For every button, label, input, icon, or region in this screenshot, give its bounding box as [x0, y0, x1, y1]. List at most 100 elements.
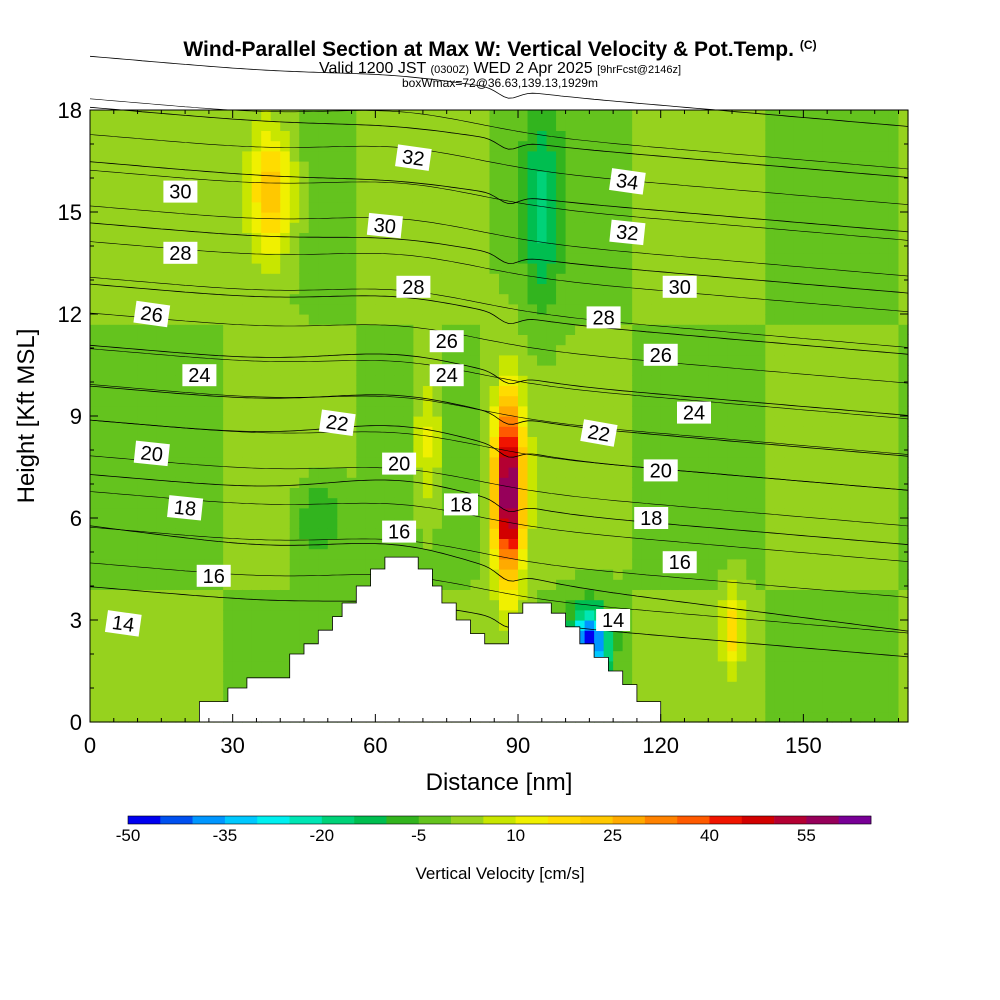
velocity-cell	[727, 120, 738, 131]
velocity-cell	[850, 497, 862, 509]
velocity-cell	[337, 232, 348, 244]
velocity-cell	[232, 181, 243, 193]
velocity-cell	[270, 334, 281, 346]
velocity-cell	[822, 660, 833, 672]
velocity-cell	[213, 303, 224, 315]
velocity-cell	[765, 354, 776, 366]
velocity-cell	[251, 436, 262, 448]
velocity-cell	[556, 405, 567, 417]
velocity-cell	[727, 691, 738, 703]
velocity-cell	[850, 548, 862, 560]
velocity-cell	[736, 701, 747, 713]
velocity-cell	[508, 293, 519, 305]
velocity-cell	[166, 171, 177, 182]
velocity-cell	[289, 293, 300, 305]
velocity-cell	[527, 518, 538, 529]
velocity-cell	[375, 283, 386, 295]
velocity-cell	[537, 201, 548, 213]
velocity-cell	[280, 538, 291, 550]
velocity-cell	[422, 375, 434, 386]
velocity-cell	[194, 599, 205, 611]
velocity-cell	[850, 191, 862, 203]
velocity-cell	[784, 456, 795, 468]
velocity-cell	[441, 589, 453, 601]
valid-time: Valid 1200 JST	[318, 60, 427, 77]
velocity-cell	[717, 681, 728, 692]
velocity-cell	[717, 518, 728, 529]
velocity-cell	[470, 273, 481, 284]
velocity-cell	[679, 579, 690, 590]
velocity-cell	[622, 528, 633, 539]
velocity-cell	[337, 436, 348, 448]
velocity-cell	[508, 242, 519, 254]
velocity-cell	[831, 130, 843, 142]
velocity-cell	[803, 161, 814, 172]
velocity-cell	[327, 497, 338, 509]
velocity-cell	[441, 314, 453, 325]
velocity-cell	[270, 303, 281, 315]
valid-date: WED 2 Apr 2025	[473, 60, 593, 77]
velocity-cell	[413, 528, 424, 539]
velocity-cell	[242, 324, 253, 335]
velocity-cell	[128, 650, 139, 662]
velocity-cell	[613, 650, 624, 662]
velocity-cell	[308, 467, 319, 478]
velocity-cell	[194, 395, 205, 407]
velocity-cell	[603, 538, 614, 550]
velocity-cell	[660, 293, 671, 305]
velocity-cell	[166, 630, 177, 641]
velocity-cell	[499, 212, 510, 223]
velocity-cell	[251, 538, 262, 550]
velocity-cell	[365, 548, 376, 560]
velocity-cell	[242, 120, 253, 131]
velocity-cell	[156, 120, 167, 131]
velocity-cell	[156, 405, 167, 417]
velocity-cell	[261, 293, 272, 305]
velocity-cell	[679, 640, 690, 652]
velocity-cell	[784, 140, 795, 152]
velocity-cell	[746, 354, 757, 366]
velocity-cell	[156, 671, 167, 682]
velocity-cell	[308, 242, 319, 254]
velocity-cell	[90, 456, 101, 468]
velocity-cell	[613, 660, 624, 672]
velocity-cell	[860, 222, 871, 233]
velocity-cell	[850, 334, 862, 346]
velocity-cell	[441, 252, 453, 264]
velocity-cell	[622, 120, 633, 131]
velocity-cell	[223, 303, 234, 315]
velocity-cell	[708, 242, 719, 254]
velocity-cell	[575, 558, 586, 570]
velocity-cell	[251, 110, 262, 121]
velocity-cell	[831, 140, 843, 152]
velocity-cell	[575, 161, 586, 172]
velocity-cell	[774, 416, 785, 427]
velocity-cell	[708, 497, 719, 509]
velocity-cell	[850, 589, 862, 601]
velocity-cell	[441, 467, 453, 478]
velocity-cell	[137, 324, 148, 335]
velocity-cell	[622, 640, 633, 652]
velocity-cell	[375, 354, 386, 366]
velocity-cell	[622, 110, 633, 121]
velocity-cell	[736, 385, 747, 397]
velocity-cell	[479, 140, 491, 152]
velocity-cell	[565, 416, 576, 427]
velocity-cell	[784, 161, 795, 172]
velocity-cell	[841, 365, 852, 376]
velocity-cell	[575, 140, 586, 152]
velocity-cell	[841, 273, 852, 284]
velocity-cell	[432, 110, 443, 121]
velocity-cell	[394, 201, 405, 213]
velocity-cell	[774, 293, 785, 305]
velocity-cell	[413, 487, 424, 499]
velocity-cell	[565, 201, 576, 213]
velocity-cell	[698, 140, 709, 152]
velocity-cell	[156, 140, 167, 152]
velocity-cell	[175, 589, 186, 601]
velocity-cell	[679, 120, 690, 131]
velocity-cell	[803, 528, 814, 539]
velocity-cell	[137, 579, 148, 590]
velocity-cell	[356, 477, 367, 488]
velocity-cell	[470, 252, 481, 264]
